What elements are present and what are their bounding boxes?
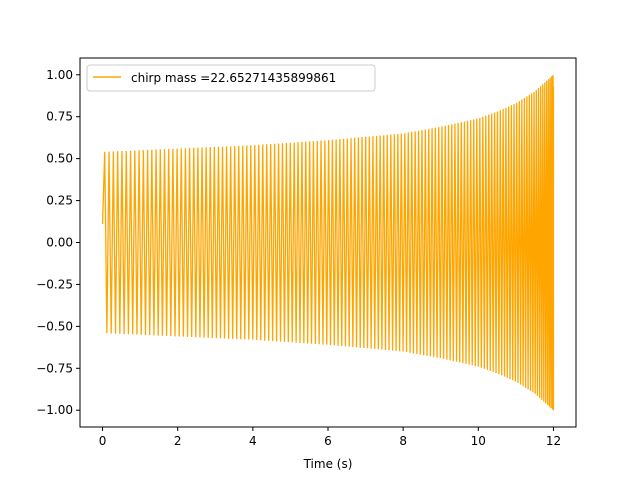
legend: chirp mass =22.65271435899861: [86, 64, 376, 92]
x-tick-label: 4: [249, 434, 257, 448]
x-tick-label: 6: [324, 434, 332, 448]
x-tick-label: 8: [399, 434, 407, 448]
x-tick-label: 2: [174, 434, 182, 448]
y-tick-label: 0.75: [46, 110, 73, 124]
x-axis: 0 2 4 6 8 10 12: [99, 427, 561, 448]
y-tick-label: −0.50: [36, 319, 73, 333]
y-tick-label: 1.00: [46, 68, 73, 82]
chirp-series-line: [101, 75, 555, 411]
y-tick-label: 0.25: [46, 194, 73, 208]
legend-box: [86, 64, 376, 92]
x-tick-label: 10: [471, 434, 486, 448]
y-tick-label: −0.75: [36, 361, 73, 375]
y-axis: −1.00 −0.75 −0.50 −0.25 0.00 0.25 0.50 0.75 1.00: [36, 68, 80, 417]
y-tick-label: 0.50: [46, 152, 73, 166]
y-tick-label: 0.00: [46, 236, 73, 250]
y-tick-label: −1.00: [36, 403, 73, 417]
x-tick-label: 12: [546, 434, 561, 448]
x-axis-label: Time (s): [303, 457, 353, 471]
y-tick-label: −0.25: [36, 277, 73, 291]
legend-label: chirp mass =22.65271435899861: [131, 71, 336, 85]
x-tick-label: 0: [99, 434, 107, 448]
